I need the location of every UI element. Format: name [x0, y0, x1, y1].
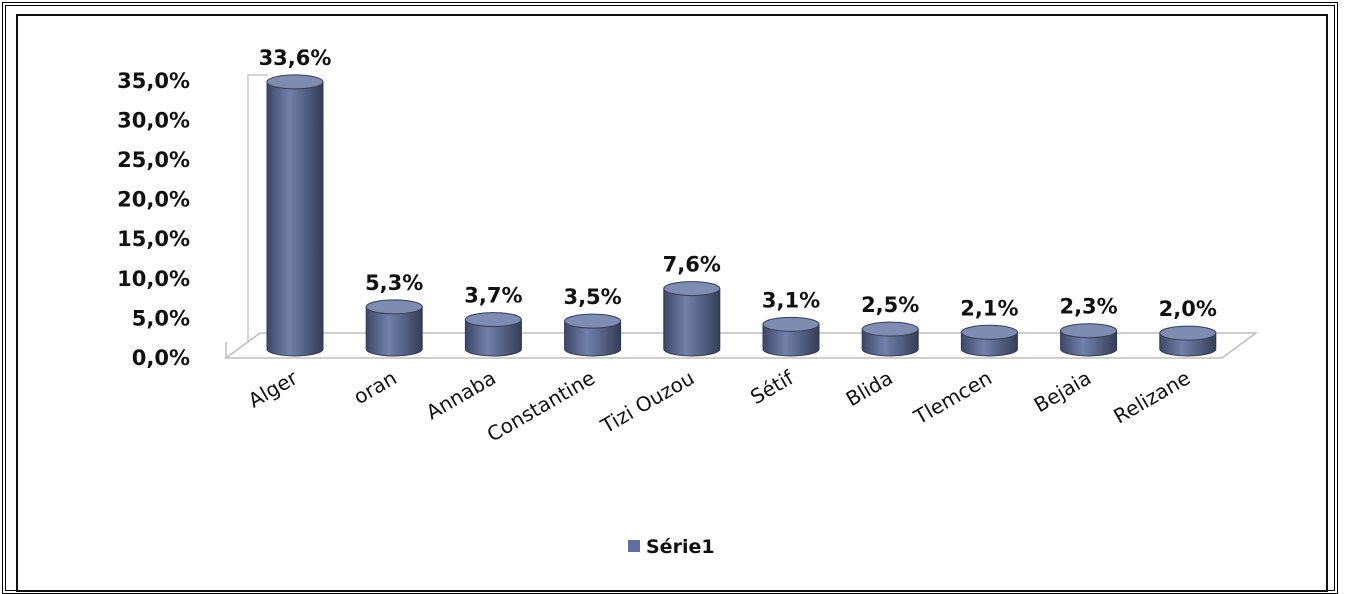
y-tick-label: 30,0%	[117, 108, 190, 132]
bar-top	[266, 74, 324, 90]
data-label-bejaia: 2,3%	[1059, 295, 1117, 319]
y-tick-label: 5,0%	[132, 306, 190, 330]
bar-setif	[762, 316, 820, 357]
bar-tizi-ouzou	[663, 281, 721, 357]
legend-label: Série1	[646, 536, 715, 558]
bar-top	[663, 281, 721, 297]
category-label-constantine: Constantine	[483, 366, 599, 447]
data-label-tlemcen: 2,1%	[960, 296, 1018, 320]
data-label-alger: 33,6%	[259, 46, 332, 70]
bar-body	[365, 306, 423, 357]
bar-annaba	[464, 312, 522, 357]
data-labels: 33,6% 5,3% 3,7% 3,5% 7,6% 3,1% 2,5% 2,1% 2,3% 2,0…	[259, 46, 1217, 321]
category-label-tlemcen: Tlemcen	[909, 366, 996, 430]
category-label-relizane: Relizane	[1109, 366, 1194, 429]
legend: Série1	[628, 536, 715, 558]
bar-body	[464, 319, 522, 357]
bar-top	[861, 321, 919, 337]
bar-series	[266, 74, 1217, 357]
bar-top	[762, 316, 820, 332]
category-label-oran: oran	[349, 366, 400, 409]
category-label-tizi-ouzou: Tizi Ouzou	[596, 366, 698, 439]
data-label-constantine: 3,5%	[563, 285, 621, 309]
category-label-bejaia: Bejaia	[1030, 366, 1095, 418]
y-axis-ticks: 0,0% 5,0% 10,0% 15,0% 20,0% 25,0% 30,0% 35,0%	[117, 69, 190, 370]
bar-top	[1060, 323, 1118, 339]
category-label-setif: Sétif	[746, 365, 798, 409]
legend-swatch	[628, 540, 640, 552]
y-tick-label: 0,0%	[132, 346, 190, 370]
category-label-alger: Alger	[244, 365, 302, 412]
y-tick-label: 20,0%	[117, 188, 190, 212]
bar-top	[960, 324, 1018, 340]
bar-tlemcen	[960, 324, 1018, 357]
bar-relizane	[1159, 325, 1217, 357]
y-tick-label: 10,0%	[117, 267, 190, 291]
bar-blida	[861, 321, 919, 357]
y-tick-label: 25,0%	[117, 148, 190, 172]
bar-top	[564, 313, 622, 329]
bar-top	[464, 312, 522, 328]
y-tick-label: 15,0%	[117, 227, 190, 251]
y-tick-label: 35,0%	[117, 69, 190, 93]
bar-oran	[365, 299, 423, 357]
bar-alger	[266, 74, 324, 357]
bar-body	[564, 320, 622, 357]
bar-top	[1159, 325, 1217, 341]
data-label-oran: 5,3%	[365, 271, 423, 295]
data-label-setif: 3,1%	[762, 288, 820, 312]
chart-inner-frame	[16, 14, 1328, 592]
bar-top	[365, 299, 423, 315]
data-label-annaba: 3,7%	[464, 284, 522, 308]
back-wall	[247, 74, 268, 342]
category-label-blida: Blida	[842, 366, 897, 412]
bar-body	[266, 81, 324, 357]
bar-body	[861, 328, 919, 357]
bar-bejaia	[1060, 323, 1118, 357]
data-label-blida: 2,5%	[861, 293, 919, 317]
bar-body	[663, 288, 721, 357]
category-label-annaba: Annaba	[422, 366, 500, 425]
data-label-relizane: 2,0%	[1159, 297, 1217, 321]
bar-body	[762, 323, 820, 357]
bar-constantine	[564, 313, 622, 357]
data-label-tizi-ouzou: 7,6%	[663, 253, 721, 277]
